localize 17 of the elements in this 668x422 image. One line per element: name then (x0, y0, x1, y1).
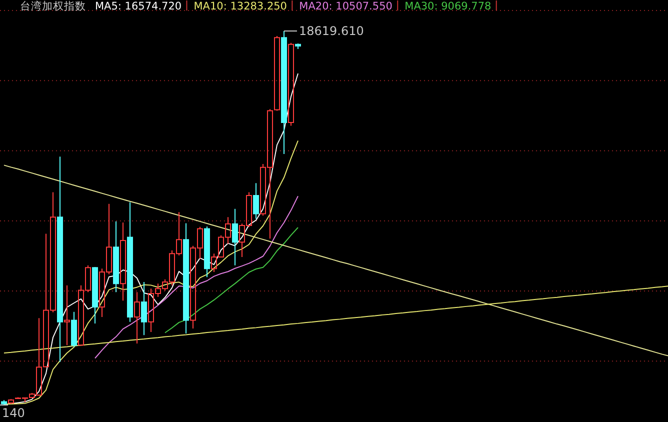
candlestick (57, 156, 63, 362)
text: MA5: 16574.720 (95, 0, 182, 12)
text: MA30: 9069.778 (404, 0, 492, 12)
candlestick (232, 208, 238, 266)
annotation: 18619.610 (299, 24, 364, 38)
candlestick (113, 220, 119, 293)
candlestick (134, 292, 140, 344)
candlestick (183, 222, 189, 334)
text: MA20: 10507.550 (299, 0, 392, 12)
text: 140 (2, 406, 25, 420)
candlestick (64, 284, 70, 346)
candlestick (120, 222, 126, 302)
candlestick (253, 182, 259, 220)
chart-title: 台湾加权指数 (20, 0, 86, 12)
candlestick (141, 281, 147, 336)
text: MA10: 13283.250 (194, 0, 287, 12)
candlestick (127, 202, 133, 322)
